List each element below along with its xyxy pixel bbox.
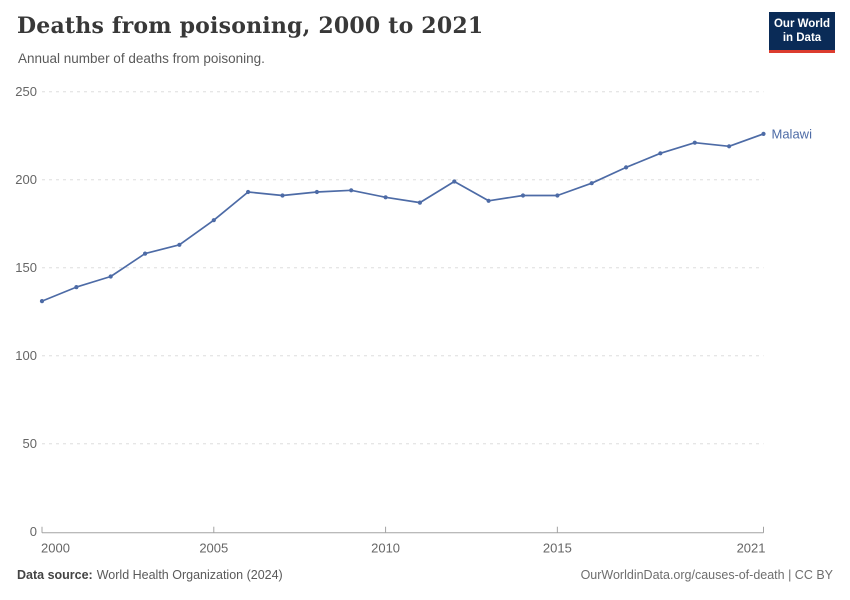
data-point[interactable] <box>624 165 629 170</box>
page-subtitle: Annual number of deaths from poisoning. <box>18 51 265 66</box>
y-tick-label: 250 <box>15 84 37 99</box>
footer-source-label: Data source: <box>17 568 93 582</box>
data-point[interactable] <box>246 189 251 195</box>
data-point[interactable] <box>727 144 732 149</box>
y-tick-label: 0 <box>30 524 37 539</box>
data-point[interactable] <box>143 251 148 256</box>
data-point[interactable] <box>108 274 113 279</box>
y-tick-label: 150 <box>15 260 37 275</box>
data-point[interactable] <box>211 218 216 223</box>
data-point[interactable] <box>486 198 491 203</box>
series-label-malawi[interactable]: Malawi <box>772 126 813 141</box>
data-point[interactable] <box>417 200 422 205</box>
series-line-malawi[interactable] <box>41 133 765 302</box>
x-tick-label: 2015 <box>543 541 572 556</box>
owid-logo[interactable]: Our World in Data <box>769 12 835 53</box>
data-point[interactable] <box>555 193 560 198</box>
line-chart-svg: 0 50 100 150 200 250 2000 2005 2010 2015 2021 Malaw… <box>15 84 813 556</box>
owid-logo-line2: in Data <box>782 32 822 45</box>
x-tick-label: 2005 <box>199 541 228 556</box>
data-point[interactable] <box>39 299 45 304</box>
data-point[interactable] <box>314 189 319 195</box>
data-point[interactable] <box>177 242 182 247</box>
page-title: Deaths from poisoning, 2000 to 2021 <box>17 13 484 39</box>
x-tick-label: 2021 <box>737 541 766 556</box>
data-point[interactable] <box>761 131 766 136</box>
chart-footer: Data source: World Health Organization (2… <box>17 568 833 582</box>
footer-source: Data source: World Health Organization (2… <box>17 568 283 582</box>
owid-logo-line1: Our World <box>773 18 830 30</box>
data-point[interactable] <box>280 193 285 198</box>
owid-logo-box: Our World in Data <box>769 12 835 50</box>
data-point[interactable] <box>383 195 388 200</box>
footer-license-link[interactable]: OurWorldinData.org/causes-of-death | CC … <box>580 568 833 582</box>
x-tick-label: 2000 <box>41 541 70 556</box>
data-point[interactable] <box>349 188 354 193</box>
data-point[interactable] <box>589 181 594 186</box>
y-tick-label: 100 <box>15 348 37 363</box>
y-tick-label: 50 <box>23 436 37 451</box>
data-point[interactable] <box>692 140 697 145</box>
data-point[interactable] <box>520 193 526 198</box>
x-tick-label: 2010 <box>371 541 400 556</box>
owid-logo-red-bar <box>769 49 835 53</box>
data-point[interactable] <box>658 151 663 156</box>
data-point[interactable] <box>74 285 79 290</box>
y-tick-label: 200 <box>15 172 37 187</box>
data-point[interactable] <box>452 179 457 184</box>
footer-source-text: World Health Organization (2024) <box>96 568 283 582</box>
